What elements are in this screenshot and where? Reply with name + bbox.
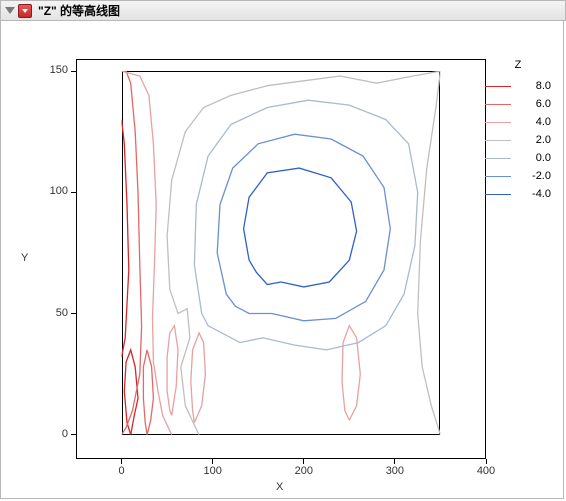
legend-item: 8.0 <box>485 77 551 95</box>
legend-value: -4.0 <box>519 188 551 200</box>
legend-item: -4.0 <box>485 185 551 203</box>
legend-line-icon <box>485 140 511 141</box>
legend-item: 4.0 <box>485 113 551 131</box>
y-tick-label: 50 <box>38 307 68 319</box>
legend-line-icon <box>485 122 511 123</box>
contour-lines <box>1 21 565 499</box>
x-tick <box>486 459 487 464</box>
contour-2.0 <box>167 71 440 435</box>
y-tick-label: 0 <box>38 428 68 440</box>
contour-2.0 <box>418 71 441 435</box>
contour-0.0 <box>194 100 417 350</box>
contour-4.0 <box>122 71 172 435</box>
legend-item: 0.0 <box>485 149 551 167</box>
legend-item: 6.0 <box>485 95 551 113</box>
x-tick-label: 0 <box>110 465 134 477</box>
x-tick <box>394 459 395 464</box>
contour-8.0 <box>122 120 129 358</box>
y-tick <box>71 71 76 72</box>
contour-6.0 <box>143 350 153 435</box>
x-tick <box>212 459 213 464</box>
legend-line-icon <box>485 194 511 195</box>
contour--4.0 <box>244 168 357 287</box>
red-dropdown-button[interactable] <box>18 4 32 18</box>
legend-line-icon <box>485 176 511 177</box>
x-axis-label: X <box>276 481 283 493</box>
contour-chart: Y X Z 8.0 6.0 4.0 2.0 0.0 -2.0 -4.0 0 100 200 300… <box>0 21 564 499</box>
legend-value: 8.0 <box>519 80 551 92</box>
legend-line-icon <box>485 104 511 105</box>
contour-4.0 <box>342 326 360 421</box>
contour-4.0 <box>167 326 178 416</box>
y-tick-label: 150 <box>38 64 68 76</box>
legend-value: 6.0 <box>519 98 551 110</box>
legend-item: -2.0 <box>485 167 551 185</box>
y-axis-label: Y <box>21 252 28 264</box>
y-tick-label: 100 <box>38 185 68 197</box>
contour-4.0 <box>191 333 206 423</box>
x-tick-label: 300 <box>383 465 407 477</box>
legend-value: 4.0 <box>519 116 551 128</box>
y-tick <box>71 313 76 314</box>
legend-item: 2.0 <box>485 131 551 149</box>
x-tick-label: 400 <box>474 465 498 477</box>
x-tick <box>303 459 304 464</box>
legend-value: 0.0 <box>519 152 551 164</box>
y-tick <box>71 192 76 193</box>
legend-line-icon <box>485 86 511 87</box>
disclosure-triangle-icon[interactable] <box>5 7 15 14</box>
x-tick <box>121 459 122 464</box>
legend-value: 2.0 <box>519 134 551 146</box>
panel-titlebar: "Z" 的等高线图 <box>0 0 566 21</box>
y-tick <box>71 434 76 435</box>
legend-value: -2.0 <box>519 170 551 182</box>
x-tick-label: 200 <box>292 465 316 477</box>
legend: Z 8.0 6.0 4.0 2.0 0.0 -2.0 -4.0 <box>485 59 551 203</box>
legend-line-icon <box>485 158 511 159</box>
panel-title: "Z" 的等高线图 <box>38 2 120 19</box>
x-tick-label: 100 <box>201 465 225 477</box>
legend-title: Z <box>485 59 551 71</box>
